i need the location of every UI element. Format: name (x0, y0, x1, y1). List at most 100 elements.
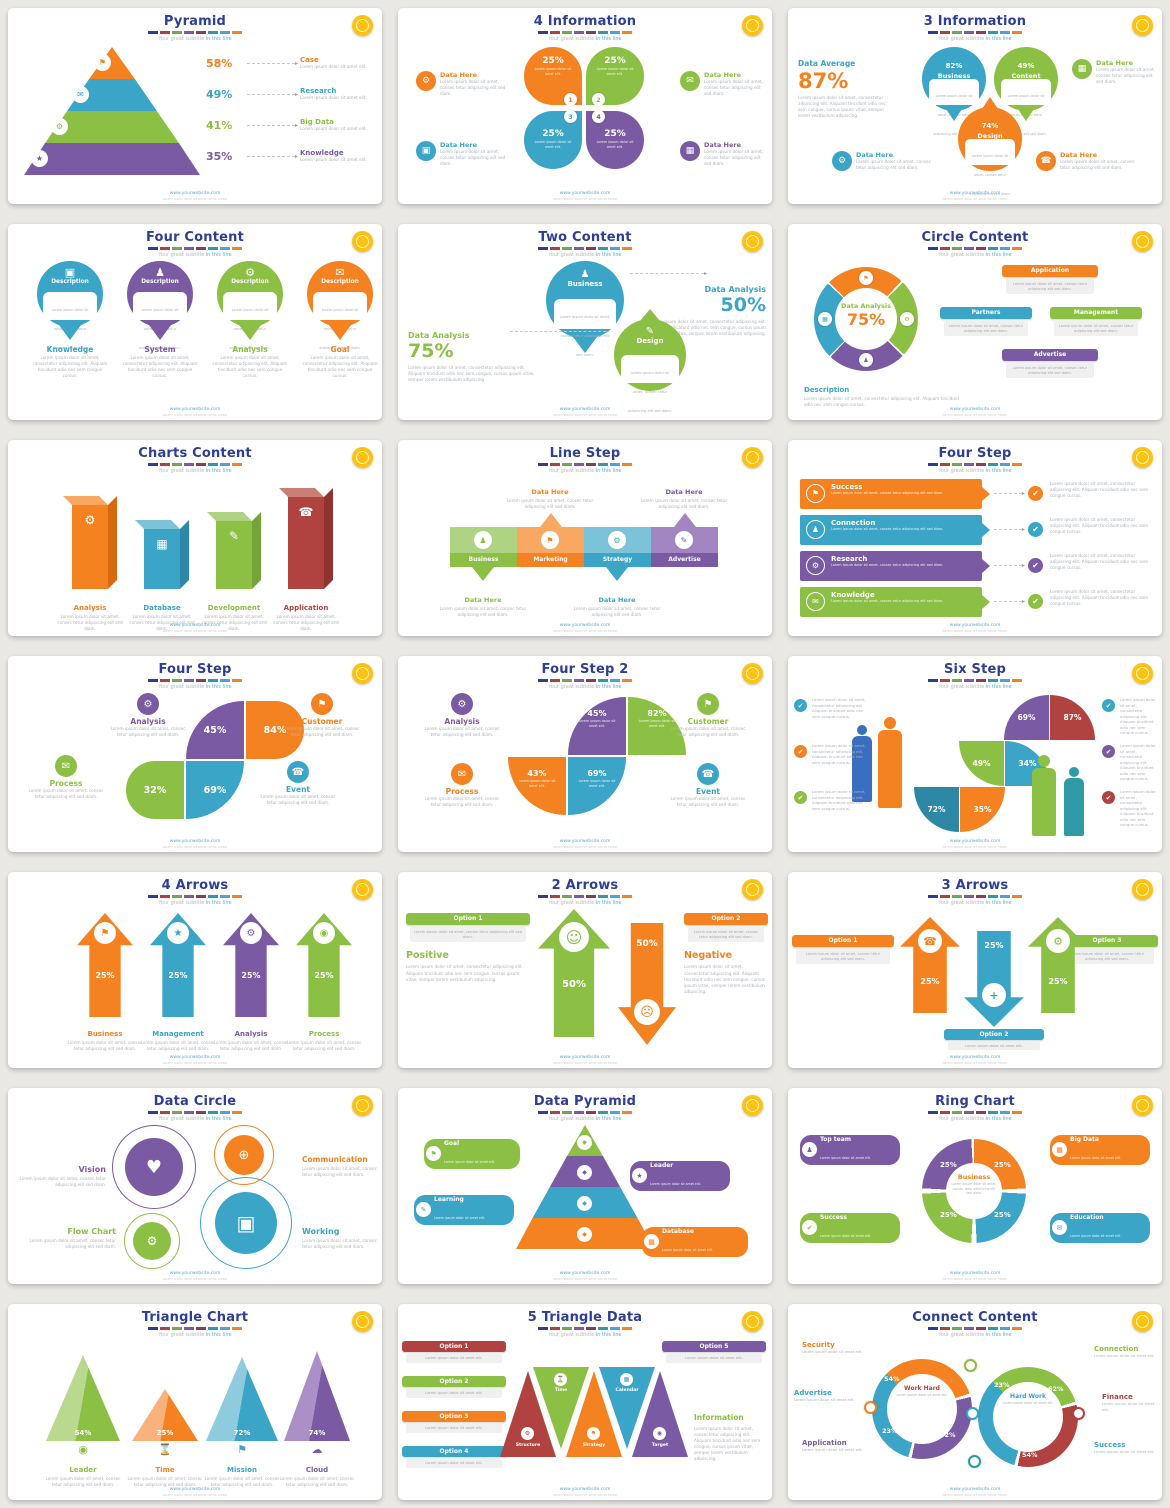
slide-card-two-content[interactable]: Two Content Your great subtitle in this l… (398, 224, 772, 420)
pyramid-graphic: ⚑ ✉ ⚙ ★ (24, 47, 200, 175)
slide-card-six-step[interactable]: Six Step Your great subtitle in this line… (788, 656, 1162, 852)
pin-desc: Lorem ipsum dolor sit amet, consectetur … (302, 355, 378, 379)
slide-number-badge (742, 879, 763, 900)
slide-card-3-arrows[interactable]: 3 Arrows Your great subtitle in this line… (788, 872, 1162, 1068)
slide-card-5-triangle-data[interactable]: 5 Triangle Data Your great subtitle in th… (398, 1304, 772, 1500)
slide-content: 45% Lorem ipsum dolor sit amet elit. 82% L… (398, 693, 772, 839)
footer-note: Lorem ipsum dolor sit amet conse ctetur (162, 1061, 228, 1065)
drop-label: Content (1011, 72, 1041, 80)
pin-body: Lorem ipsum dolor sit amet, consec tetur… (133, 292, 187, 350)
description-text: Lorem ipsum dolor sit amet, consectetur … (804, 396, 960, 408)
person-body (852, 736, 872, 802)
option-title: Option 1 (406, 913, 530, 925)
slide-card-3-information[interactable]: 3 Information Your great subtitle in this… (788, 8, 1162, 204)
slide-card-data-circle[interactable]: Data Circle Your great subtitle in this l… (8, 1088, 382, 1284)
leaf-shape: 69% Lorem ipsum dolor sit amet elit. (568, 757, 626, 815)
slide-card-4-arrows[interactable]: 4 Arrows Your great subtitle in this line… (8, 872, 382, 1068)
bar-3d: ⚙ (63, 496, 117, 589)
slide-card-line-step[interactable]: Line Step Your great subtitle in this lin… (398, 440, 772, 636)
hourglass-icon: ⌛ (158, 1443, 172, 1456)
pct-value: 25% (95, 971, 115, 980)
pct-value: 25% (604, 56, 626, 66)
star-icon: ★ (632, 1168, 647, 1184)
slide-title: Line Step (549, 446, 621, 461)
bar-arrow (982, 595, 990, 609)
slide-card-four-step-quads[interactable]: Four Step Your great subtitle in this lin… (8, 656, 382, 852)
bar-caption: Database Lorem ipsum dolor sit amet, cons… (126, 595, 198, 632)
pin-point (329, 325, 351, 340)
monitor-icon: ▣ (64, 266, 76, 279)
slide-content: Data Analysis 75% ⚑ ⚙ ♟ ▦ Description Lor… (788, 261, 1162, 407)
pill-text: Lorem ipsum dolor sit amet elit. (662, 1247, 713, 1252)
person-head (1038, 755, 1050, 767)
footer-note: Lorem ipsum dolor sit amet conse ctetur (552, 413, 618, 417)
satellite: ☎ Event Lorem ipsum dolor sit amet, consec… (256, 761, 340, 806)
slide-title: Data Circle (153, 1094, 237, 1109)
item-text: Lorem ipsum dolor sit amet, consec tetur… (440, 149, 506, 167)
bar-label: Analysis (73, 604, 107, 612)
quad-shape: 69% (186, 761, 244, 819)
slide-card-4-information[interactable]: 4 Information Your great subtitle in this… (398, 8, 772, 204)
pct-value: 25% (542, 56, 564, 66)
sat-text: Lorem ipsum dolor sit amet, consec tetur… (110, 726, 186, 738)
segment-top: ✎ (651, 527, 718, 553)
step-label: Knowledge (831, 591, 875, 599)
slide-title: Four Step 2 (541, 662, 629, 677)
pin-shape: ♟ Description Lorem ipsum dolor sit amet, … (127, 261, 193, 350)
gear-icon: ⚙ (240, 922, 262, 944)
side-item: ✉ Data Here Lorem ipsum dolor sit amet, co… (680, 71, 772, 97)
frown-icon: ☹ (634, 999, 660, 1025)
arrow-text: Lorem ipsum dolor sit amet, consec tetur… (286, 1040, 362, 1052)
footer-note: Lorem ipsum dolor sit amet conse ctetur (552, 845, 618, 849)
slide-card-2-arrows[interactable]: 2 Arrows Your great subtitle in this line… (398, 872, 772, 1068)
segment-label: Advertise (651, 553, 718, 567)
slide-card-ring-chart[interactable]: Ring Chart Your great subtitle in this li… (788, 1088, 1162, 1284)
slide-card-data-pyramid[interactable]: Data Pyramid Your great subtitle in this … (398, 1088, 772, 1284)
step-bar: ✉ Knowledge Lorem ipsum dolor sit amet, co… (800, 587, 982, 617)
slide-card-circle-content[interactable]: Circle Content Your great subtitle in thi… (788, 224, 1162, 420)
slide-card-connect-content[interactable]: Connect Content Your great subtitle in th… (788, 1304, 1162, 1500)
title-dashes (928, 463, 1022, 466)
option-text: Lorem ipsum dolor sit amet elit. (406, 1389, 502, 1399)
footer-link: www.yourwebsite.com (949, 407, 1001, 413)
slide-card-four-step-bars[interactable]: Four Step Your great subtitle in this lin… (788, 440, 1162, 636)
pill-label: Goal (444, 1140, 460, 1147)
phone-icon: ☎ (298, 505, 314, 519)
slide-number-badge (742, 447, 763, 468)
slide-card-pyramid[interactable]: Pyramid Your great subtitle in this line … (8, 8, 382, 204)
quad-shape: 69% (1004, 695, 1049, 740)
slide-title: 3 Information (923, 14, 1027, 29)
triangle-shape: 72% (206, 1357, 278, 1441)
slide-card-four-content[interactable]: Four Content Your great subtitle in this … (8, 224, 382, 420)
slide-card-charts-content[interactable]: Charts Content Your great subtitle in thi… (8, 440, 382, 636)
check-text: Lorem ipsum dolor sit amet, consectetur … (812, 789, 866, 811)
slide-card-triangle-chart[interactable]: Triangle Chart Your great subtitle in thi… (8, 1304, 382, 1500)
slide-header: 3 Arrows Your great subtitle in this line (788, 878, 1162, 906)
tri-label: Calendar (615, 1388, 639, 1393)
slide-content: Option 1 Lorem ipsum dolor sit amet, con… (398, 909, 772, 1055)
grid-icon: ▦ (680, 141, 700, 161)
title-dashes (538, 31, 632, 34)
footer-note: Lorem ipsum dolor sit amet conse ctetur (942, 1493, 1008, 1497)
flag-icon: ⚑ (94, 922, 116, 944)
drop-text: Lorem ipsum dolor sit amet, consec tetur… (969, 154, 1011, 196)
title-dashes (928, 1111, 1022, 1114)
segment-top: ⚙ (584, 527, 651, 553)
ring-circle: ⊕ (214, 1125, 274, 1185)
satellite: ⚑ Customer Lorem ipsum dolor sit amet, con… (280, 693, 364, 738)
slide-content: 69% 87% 49% 34% 72% 35% ✔ Lorem ipsum dol… (788, 693, 1162, 839)
pct-value: 25% (940, 1161, 957, 1169)
pin-shape: ✉ Description Lorem ipsum dolor sit amet, … (307, 261, 373, 350)
footer-link: www.yourwebsite.com (169, 1487, 221, 1493)
sat-text: Lorem ipsum dolor sit amet, consec tetur… (424, 726, 500, 738)
slide-card-four-step-2[interactable]: Four Step 2 Your great subtitle in this l… (398, 656, 772, 852)
footer-note: Lorem ipsum dolor sit amet conse ctetur (942, 629, 1008, 633)
mail-icon: ✉ (680, 71, 700, 91)
person-icon: ♟ (806, 520, 825, 539)
pct-value: 82% (647, 709, 667, 718)
info-heading: Information (694, 1413, 744, 1422)
caption-text: Lorem ipsum dolor sit amet, consec tetur… (302, 1166, 377, 1178)
